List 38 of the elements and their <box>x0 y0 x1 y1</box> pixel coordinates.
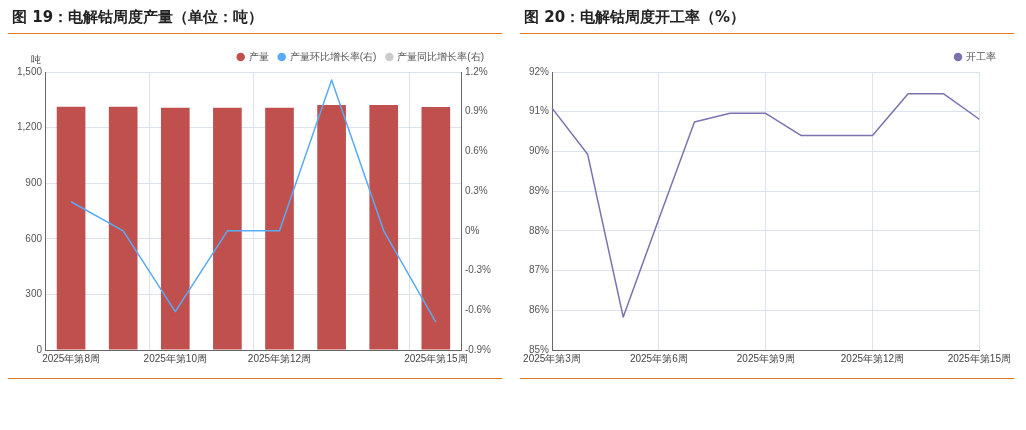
x-tick-label: 2025年第12周 <box>247 352 312 364</box>
y-tick-label: 90% <box>529 145 550 157</box>
x-tick-label: 2025年第15周 <box>947 352 1011 364</box>
x-tick-label: 2025年第8周 <box>42 352 100 364</box>
x-tick-label: 2025年第6周 <box>629 352 688 364</box>
y-tick-label: 1,200 <box>16 121 43 133</box>
y-tick-label: 85% <box>529 343 550 355</box>
legend-label: 产量同比增长率(右) <box>397 50 485 62</box>
y2-tick-label: 1.2% <box>464 65 488 77</box>
y-tick-label: 92% <box>529 65 550 77</box>
legend-label: 产量 <box>248 50 269 62</box>
y2-tick-label: 0.9% <box>464 105 488 117</box>
y-tick-label: 91% <box>529 105 550 117</box>
y-tick-label: 87% <box>529 264 550 276</box>
x-tick-label: 2025年第3周 <box>523 352 581 364</box>
y-tick-label: 1,500 <box>16 65 43 77</box>
y2-tick-label: -0.3% <box>464 264 492 276</box>
y2-tick-label: -0.9% <box>464 343 492 355</box>
chart-title: 图 20：电解钴周度开工率（%） <box>520 4 1014 34</box>
legend-label: 开工率 <box>966 50 996 62</box>
x-tick-label: 2025年第12周 <box>840 352 905 364</box>
y-tick-label: 600 <box>25 232 43 244</box>
y-tick-label: 89% <box>529 184 550 196</box>
x-tick-label: 2025年第15周 <box>404 352 468 364</box>
legend-label: 产量环比增长率(右) <box>289 50 377 62</box>
x-tick-label: 2025年第9周 <box>736 352 795 364</box>
y2-tick-label: 0.3% <box>464 184 488 196</box>
y2-tick-label: 0% <box>464 224 480 236</box>
y-tick-label: 0 <box>36 343 43 355</box>
chart-title: 图 19：电解钴周度产量（单位：吨） <box>8 4 502 34</box>
y-tick-label: 88% <box>529 224 550 236</box>
y-tick-label: 86% <box>529 304 550 316</box>
y-tick-label: 300 <box>25 288 43 300</box>
y2-tick-label: 0.6% <box>464 145 488 157</box>
y-tick-label: 900 <box>25 176 43 188</box>
x-tick-label: 2025年第10周 <box>143 352 207 364</box>
y2-tick-label: -0.6% <box>464 304 492 316</box>
y-axis-title: 吨 <box>31 53 42 65</box>
